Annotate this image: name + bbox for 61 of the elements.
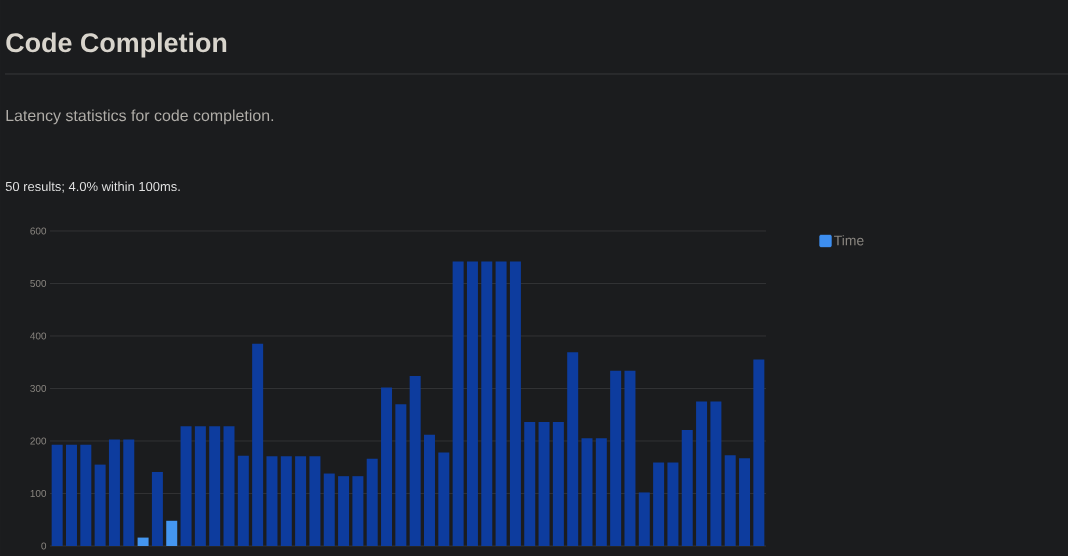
bar (724, 455, 736, 546)
bar (338, 476, 350, 546)
bar (123, 439, 135, 546)
y-tick-label: 300 (30, 384, 47, 393)
text: 50 results; 4.0% within 100ms. (5, 181, 180, 193)
y-tick-label: 600 (30, 227, 47, 235)
bar (610, 370, 622, 546)
bar (452, 261, 464, 546)
y-tick-label: 200 (30, 437, 47, 445)
bar (667, 462, 679, 546)
bar (681, 429, 693, 546)
bar (266, 456, 278, 546)
bar (438, 452, 450, 546)
bar (309, 456, 321, 546)
bar (65, 444, 77, 546)
bar (409, 375, 421, 546)
y-tick-label: 400 (30, 332, 47, 340)
bar (638, 492, 650, 546)
bar (166, 520, 178, 546)
bar (180, 426, 192, 546)
bar (739, 458, 751, 546)
bar (108, 439, 120, 546)
bar (223, 426, 235, 546)
bar (753, 359, 765, 546)
bar (395, 404, 407, 546)
chart-subtitle: Latency statistics for code completion. (6, 109, 274, 125)
bar (495, 261, 507, 546)
bar (481, 261, 493, 546)
bar (552, 422, 564, 546)
bar (509, 261, 521, 546)
y-tick-label: 100 (30, 489, 47, 498)
legend-label: Time (834, 235, 864, 246)
bar (581, 438, 593, 546)
bar (252, 343, 264, 546)
bar (381, 387, 393, 546)
bar (137, 537, 149, 546)
bar (696, 401, 708, 546)
y-tick-label: 500 (30, 279, 47, 288)
bar (366, 458, 378, 546)
bar (352, 476, 364, 546)
bar (295, 456, 307, 546)
y-tick-label: 0 (41, 542, 47, 550)
bar (524, 422, 536, 546)
bar (80, 444, 92, 546)
bar (710, 401, 722, 546)
bar (280, 456, 292, 546)
bar (624, 370, 636, 546)
bar (94, 464, 106, 546)
bar (538, 422, 550, 546)
bar (323, 473, 335, 546)
bar (567, 352, 579, 546)
chart-title: Code Completion (6, 32, 227, 58)
bar (51, 444, 63, 546)
bar (653, 462, 665, 546)
bar (595, 438, 607, 546)
bar (237, 455, 249, 546)
bar (423, 434, 435, 546)
bar (194, 426, 206, 546)
bar (466, 261, 478, 546)
bar (151, 471, 163, 546)
bar (209, 426, 221, 546)
